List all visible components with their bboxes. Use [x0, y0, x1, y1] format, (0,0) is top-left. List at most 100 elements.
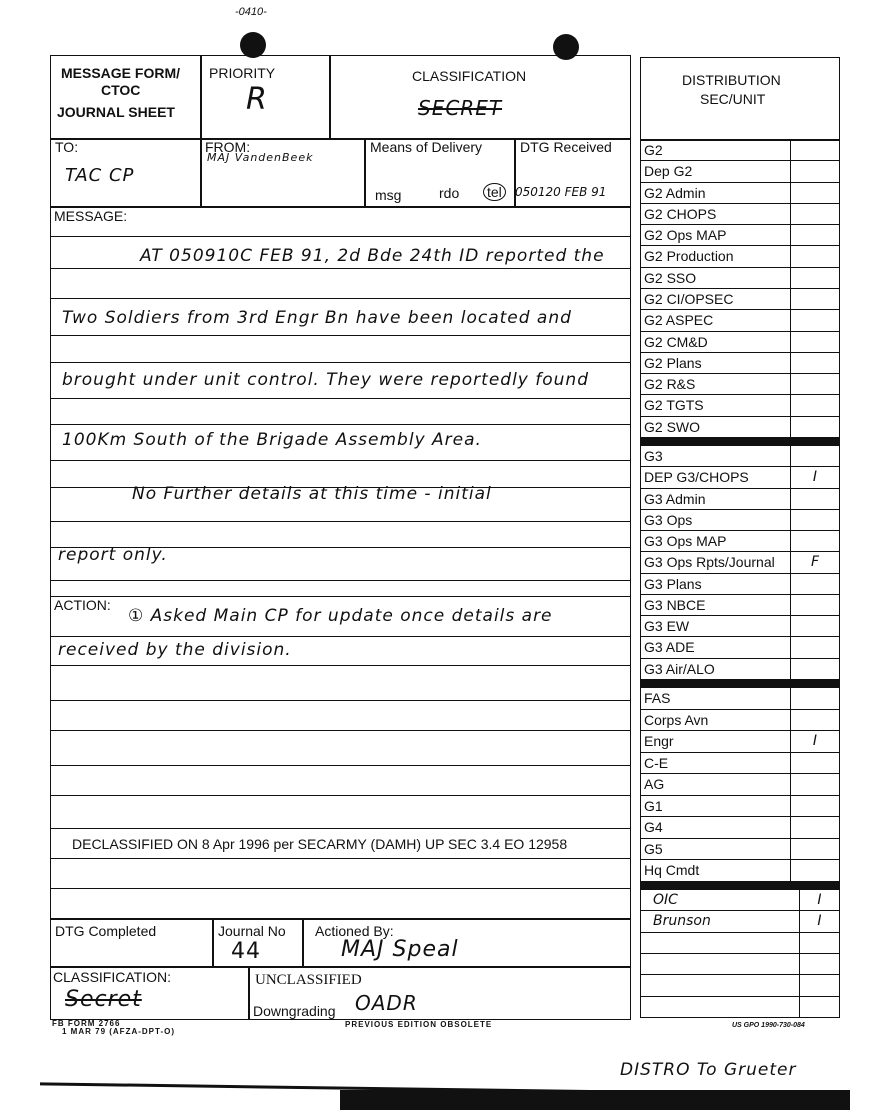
distribution-mark — [791, 446, 839, 466]
distribution-mark — [791, 574, 839, 594]
distribution-row: G3 EW — [640, 616, 840, 638]
journal-no-label: Journal No — [218, 923, 286, 939]
distribution-unit: G2 SWO — [641, 416, 791, 437]
distribution-unit: G3 Ops — [641, 509, 791, 531]
distribution-row: G3 Ops MAP — [640, 531, 840, 553]
classification-value: SECRET — [418, 96, 503, 120]
distribution-mark — [791, 616, 839, 636]
distribution-row: G3 Ops Rpts/Journal F — [640, 552, 840, 574]
priority-value: R — [246, 82, 268, 117]
distribution-row: G2 Admin — [640, 182, 840, 204]
top-scribble: -0410- — [235, 6, 267, 18]
distribution-row: Dep G2 — [640, 161, 840, 183]
distribution-mark — [800, 954, 839, 974]
distribution-mark: I — [812, 733, 818, 750]
distribution-unit — [641, 954, 800, 975]
journal-no-cell: Journal No 44 — [212, 918, 304, 968]
distribution-row: G2 CI/OPSEC — [640, 289, 840, 311]
action-line: ① Asked Main CP for update once details … — [128, 606, 553, 626]
distribution-mark — [791, 310, 839, 330]
distribution-row: C-E — [640, 752, 840, 775]
distribution-unit: G2 Ops MAP — [641, 225, 791, 246]
priority-label: PRIORITY — [209, 65, 276, 81]
distribution-unit: Engr — [641, 731, 791, 752]
distribution-mark — [791, 353, 839, 373]
distribution-subtitle: SEC/UNIT — [700, 91, 766, 107]
dtg-received-label: DTG Received — [520, 139, 612, 155]
classification-cell: CLASSIFICATION SECRET — [329, 55, 631, 140]
distribution-row — [640, 975, 840, 997]
distribution-unit — [641, 975, 800, 996]
dtg-completed-label: DTG Completed — [55, 923, 157, 939]
distribution-mark — [791, 225, 839, 245]
message-line: brought under unit control. They were re… — [62, 370, 589, 390]
distribution-mark — [791, 774, 839, 795]
distribution-mark — [791, 204, 839, 224]
distribution-row: G2 ASPEC — [640, 310, 840, 332]
distribution-unit: AG — [641, 774, 791, 795]
distribution-mark — [791, 753, 839, 774]
distribution-mark — [791, 183, 839, 203]
distribution-row: G2 R&S — [640, 374, 840, 396]
distribution-row: G2 — [640, 140, 840, 162]
distribution-row: Hq Cmdt — [640, 860, 840, 882]
to-label: TO: — [55, 139, 79, 155]
message-line: Two Soldiers from 3rd Engr Bn have been … — [62, 308, 572, 328]
distribution-mark — [791, 417, 839, 437]
distribution-mark — [791, 161, 839, 181]
from-value: MAJ VandenBeek — [207, 151, 314, 164]
distribution-unit: G2 SSO — [641, 267, 791, 288]
distribution-row: G2 CHOPS — [640, 203, 840, 226]
distribution-mark — [791, 140, 839, 160]
priority-cell: PRIORITY R — [200, 55, 331, 140]
distribution-mark — [800, 975, 839, 995]
distribution-mark: I — [812, 469, 818, 486]
distribution-row: OIC I — [640, 890, 840, 912]
distribution-mark — [791, 637, 839, 657]
distribution-mark — [791, 796, 839, 817]
actioned-by-cell: Actioned By: MAJ Speal — [302, 918, 631, 968]
distribution-mark — [791, 688, 839, 709]
distribution-row — [640, 932, 840, 954]
distribution-title: DISTRIBUTION — [682, 72, 781, 88]
distribution-row: G3 Plans — [640, 573, 840, 595]
declassified-notice: DECLASSIFIED ON 8 Apr 1996 per SECARMY (… — [72, 836, 568, 852]
distribution-row: G2 SWO — [640, 416, 840, 438]
actioned-by-label: Actioned By: — [315, 923, 394, 939]
classification-footer-label: CLASSIFICATION: — [53, 969, 171, 985]
means-option-tel-circled: tel — [483, 183, 506, 201]
distribution-top-line — [640, 139, 840, 140]
message-line: report only. — [58, 545, 168, 565]
means-option-rdo: rdo — [439, 185, 460, 201]
distribution-mark — [800, 997, 839, 1017]
edition-note: PREVIOUS EDITION OBSOLETE — [345, 1020, 493, 1029]
distribution-unit: G2 TGTS — [641, 395, 791, 416]
to-cell: TO: TAC CP — [50, 138, 202, 208]
journal-no-value: 44 — [231, 939, 261, 964]
dtg-received-value: 050120 FEB 91 — [515, 185, 607, 199]
form-date: 1 MAR 79 (AFZA-DPT-O) — [62, 1027, 175, 1036]
means-of-delivery-cell: Means of Delivery msg rdo tel — [364, 138, 516, 208]
distribution-unit: G2 Plans — [641, 352, 791, 374]
distribution-row: G2 TGTS — [640, 395, 840, 417]
distribution-mark — [791, 710, 839, 731]
form-title-line: CTOC — [101, 82, 141, 98]
dtg-completed-cell: DTG Completed — [50, 918, 214, 968]
distro-note: DISTRO To Grueter — [620, 1060, 797, 1080]
distribution-unit: G2 CI/OPSEC — [641, 289, 791, 310]
distribution-unit: C-E — [641, 752, 791, 774]
distribution-unit: G3 Ops MAP — [641, 531, 791, 552]
distribution-mark — [791, 659, 839, 679]
distribution-unit — [641, 996, 800, 1017]
distribution-header: DISTRIBUTION SEC/UNIT — [640, 57, 840, 141]
distribution-unit: FAS — [641, 688, 791, 709]
distribution-row: G2 Ops MAP — [640, 225, 840, 247]
action-line: received by the division. — [58, 640, 292, 660]
distribution-row — [640, 996, 840, 1018]
distribution-row: AG — [640, 774, 840, 796]
distribution-row: G1 — [640, 795, 840, 818]
distribution-row: FAS — [640, 688, 840, 710]
scan-edge — [340, 1090, 850, 1110]
downgrading-value: OADR — [355, 991, 418, 1015]
